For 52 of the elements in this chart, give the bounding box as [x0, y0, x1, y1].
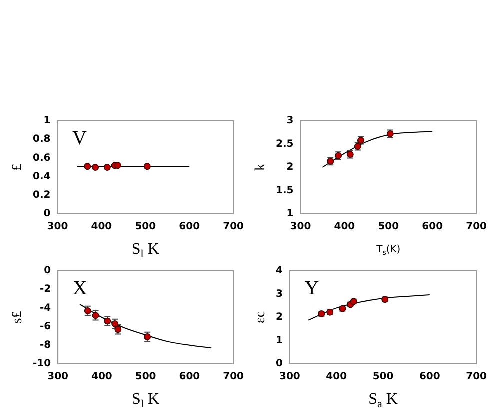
y-tick-label: 2.5	[276, 138, 294, 150]
y-tick-label: 1	[286, 208, 294, 220]
y-tick-label: 1	[276, 335, 283, 346]
x-tick-label: 700	[466, 372, 488, 383]
y-tick-label: 0.4	[32, 171, 51, 182]
x-tick-label: 600	[419, 372, 440, 383]
y-tick-label: 0.2	[32, 190, 51, 201]
y-tick-label: -6	[40, 321, 52, 332]
y-tick-label: -8	[40, 340, 52, 351]
y-tick-label: 3	[276, 288, 283, 300]
x-tick-label: 400	[92, 372, 112, 383]
annotation: X	[72, 277, 88, 300]
y-axis-title: k	[254, 164, 269, 171]
y-tick-label: -2	[40, 284, 52, 296]
y-axis-title: s£	[10, 311, 26, 324]
x-tick-label: 600	[179, 222, 200, 233]
x-tick-label: 500	[378, 222, 400, 233]
x-tick-label: 500	[372, 372, 394, 383]
y-tick-label: 1	[44, 116, 51, 127]
y-tick-label: 2	[286, 162, 294, 174]
line-series	[322, 131, 434, 168]
x-tick-label: 300	[290, 222, 312, 233]
y-tick-label: -10	[32, 358, 52, 370]
y-tick-label: 0	[276, 358, 283, 370]
y-tick-label: 2	[276, 312, 283, 324]
x-tick-label: 600	[422, 222, 444, 233]
x-tick-label: 300	[48, 372, 69, 383]
x-tick-label: 500	[135, 222, 156, 233]
x-tick-label: 600	[179, 372, 200, 383]
annotation: V	[72, 127, 88, 150]
x-tick-label: 400	[326, 372, 348, 383]
y-tick-label: 0	[44, 266, 52, 277]
x-tick-label: 400	[91, 222, 112, 233]
y-tick-label: 4	[276, 266, 283, 277]
x-tick-label: 700	[223, 372, 244, 383]
x-tick-label: 700	[223, 222, 244, 233]
y-tick-label: 3	[286, 116, 294, 127]
y-axis-title: εc	[254, 311, 269, 324]
x-tick-label: 300	[47, 222, 68, 233]
y-tick-label: -4	[40, 302, 52, 314]
x-tick-label: 500	[135, 372, 156, 383]
line-series	[308, 294, 430, 321]
y-tick-label: 0.6	[32, 152, 51, 164]
y-tick-label: 0	[44, 208, 51, 220]
y-axis-title: £	[10, 164, 26, 171]
x-tick-label: 300	[280, 372, 300, 383]
line-series	[80, 304, 212, 349]
y-tick-label: 0.8	[32, 134, 51, 146]
x-tick-label: 700	[466, 222, 488, 233]
annotation: Y	[304, 277, 320, 300]
y-tick-label: 1.5	[276, 185, 294, 196]
x-tick-label: 400	[334, 222, 356, 233]
